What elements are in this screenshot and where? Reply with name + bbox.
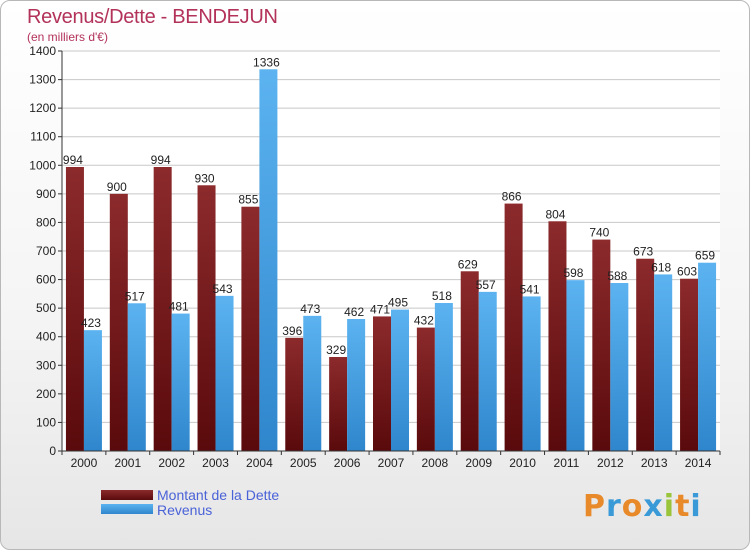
x-tick-label: 2003	[202, 456, 229, 470]
bar-revenue	[698, 262, 717, 451]
x-tick-label: 2004	[246, 456, 273, 470]
bar-revenue	[391, 309, 409, 451]
bar-revenue	[83, 330, 102, 451]
x-tick-label: 2014	[685, 456, 712, 470]
bar-debt	[65, 167, 84, 451]
data-label-debt: 471	[370, 302, 390, 316]
data-label-revenue: 598	[563, 266, 583, 280]
legend-swatch-debt	[101, 490, 153, 500]
data-label-revenue: 495	[388, 296, 408, 310]
proxiti-logo: Proxiti	[583, 489, 702, 524]
data-label-revenue: 423	[81, 316, 101, 330]
y-tick-label: 900	[36, 187, 56, 201]
data-label-revenue: 518	[432, 289, 452, 303]
data-label-debt: 804	[545, 207, 565, 221]
data-label-revenue: 618	[651, 260, 671, 274]
y-tick-label: 600	[36, 273, 56, 287]
bar-debt	[680, 278, 699, 451]
x-tick-label: 2009	[465, 456, 492, 470]
legend-label-revenue: Revenus	[157, 502, 212, 518]
bar-debt	[153, 167, 172, 451]
data-label-debt: 930	[195, 171, 215, 185]
bar-revenue	[566, 280, 585, 451]
y-tick-label: 1200	[29, 101, 56, 115]
bar-debt	[460, 271, 479, 451]
data-label-debt: 603	[677, 265, 697, 279]
bar-debt	[504, 203, 523, 451]
data-label-debt: 900	[107, 180, 127, 194]
bar-revenue	[171, 313, 190, 451]
x-tick-label: 2012	[597, 456, 624, 470]
data-label-revenue: 1336	[253, 55, 280, 69]
legend-label-debt: Montant de la Dette	[157, 487, 279, 503]
bar-revenue	[347, 319, 366, 451]
chart-subtitle: (en milliers d'€)	[27, 30, 108, 44]
data-label-debt: 855	[238, 193, 258, 207]
y-tick-label: 800	[36, 215, 56, 229]
y-tick-label: 100	[36, 415, 56, 429]
x-tick-label: 2010	[509, 456, 536, 470]
bar-debt	[285, 337, 304, 451]
data-label-debt: 432	[414, 314, 434, 328]
bar-debt	[109, 193, 128, 451]
bar-revenue	[478, 291, 497, 451]
bar-debt	[241, 206, 260, 451]
y-tick-label: 700	[36, 244, 56, 258]
bar-revenue	[215, 295, 234, 451]
data-label-revenue: 588	[607, 269, 627, 283]
data-label-debt: 866	[502, 190, 522, 204]
data-label-revenue: 659	[695, 249, 715, 263]
x-tick-label: 2006	[334, 456, 361, 470]
y-tick-label: 500	[36, 301, 56, 315]
data-label-debt: 740	[589, 226, 609, 240]
y-tick-label: 300	[36, 358, 56, 372]
bar-debt	[373, 316, 391, 451]
y-tick-label: 1000	[29, 158, 56, 172]
x-tick-label: 2013	[641, 456, 668, 470]
bar-debt	[329, 357, 348, 451]
data-label-debt: 994	[151, 153, 171, 167]
data-label-debt: 396	[282, 324, 302, 338]
data-label-debt: 329	[326, 343, 346, 357]
data-label-debt: 673	[633, 245, 653, 259]
bar-debt	[197, 185, 216, 452]
x-tick-label: 2005	[290, 456, 317, 470]
data-label-revenue: 473	[300, 302, 320, 316]
y-tick-label: 400	[36, 330, 56, 344]
x-tick-label: 2008	[422, 456, 449, 470]
x-tick-label: 2001	[114, 456, 141, 470]
legend-swatch-revenue	[101, 504, 153, 514]
bar-revenue	[654, 274, 673, 451]
bar-revenue	[303, 315, 322, 451]
data-label-revenue: 517	[125, 289, 145, 303]
data-label-revenue: 481	[169, 300, 189, 314]
bar-debt	[416, 327, 435, 451]
data-label-revenue: 541	[520, 282, 540, 296]
x-tick-label: 2002	[158, 456, 185, 470]
data-label-revenue: 543	[213, 282, 233, 296]
x-tick-label: 2007	[378, 456, 405, 470]
bar-debt	[636, 258, 655, 451]
bar-revenue	[434, 303, 453, 451]
bar-revenue	[522, 296, 541, 451]
y-tick-label: 1400	[29, 44, 56, 58]
bar-revenue	[259, 69, 278, 452]
y-tick-label: 0	[49, 444, 56, 458]
data-label-revenue: 462	[344, 305, 364, 319]
data-label-debt: 629	[458, 257, 478, 271]
y-tick-label: 1300	[29, 73, 56, 87]
bar-debt	[592, 239, 611, 451]
y-tick-label: 200	[36, 387, 56, 401]
x-tick-label: 2000	[71, 456, 98, 470]
bar-revenue	[610, 283, 629, 451]
y-tick-label: 1100	[30, 130, 56, 144]
data-label-debt: 994	[63, 153, 83, 167]
bar-revenue	[127, 303, 146, 451]
x-tick-label: 2011	[554, 456, 580, 470]
chart-title: Revenus/Dette - BENDEJUN	[27, 6, 278, 28]
bar-debt	[548, 221, 567, 451]
data-label-revenue: 557	[476, 278, 496, 292]
